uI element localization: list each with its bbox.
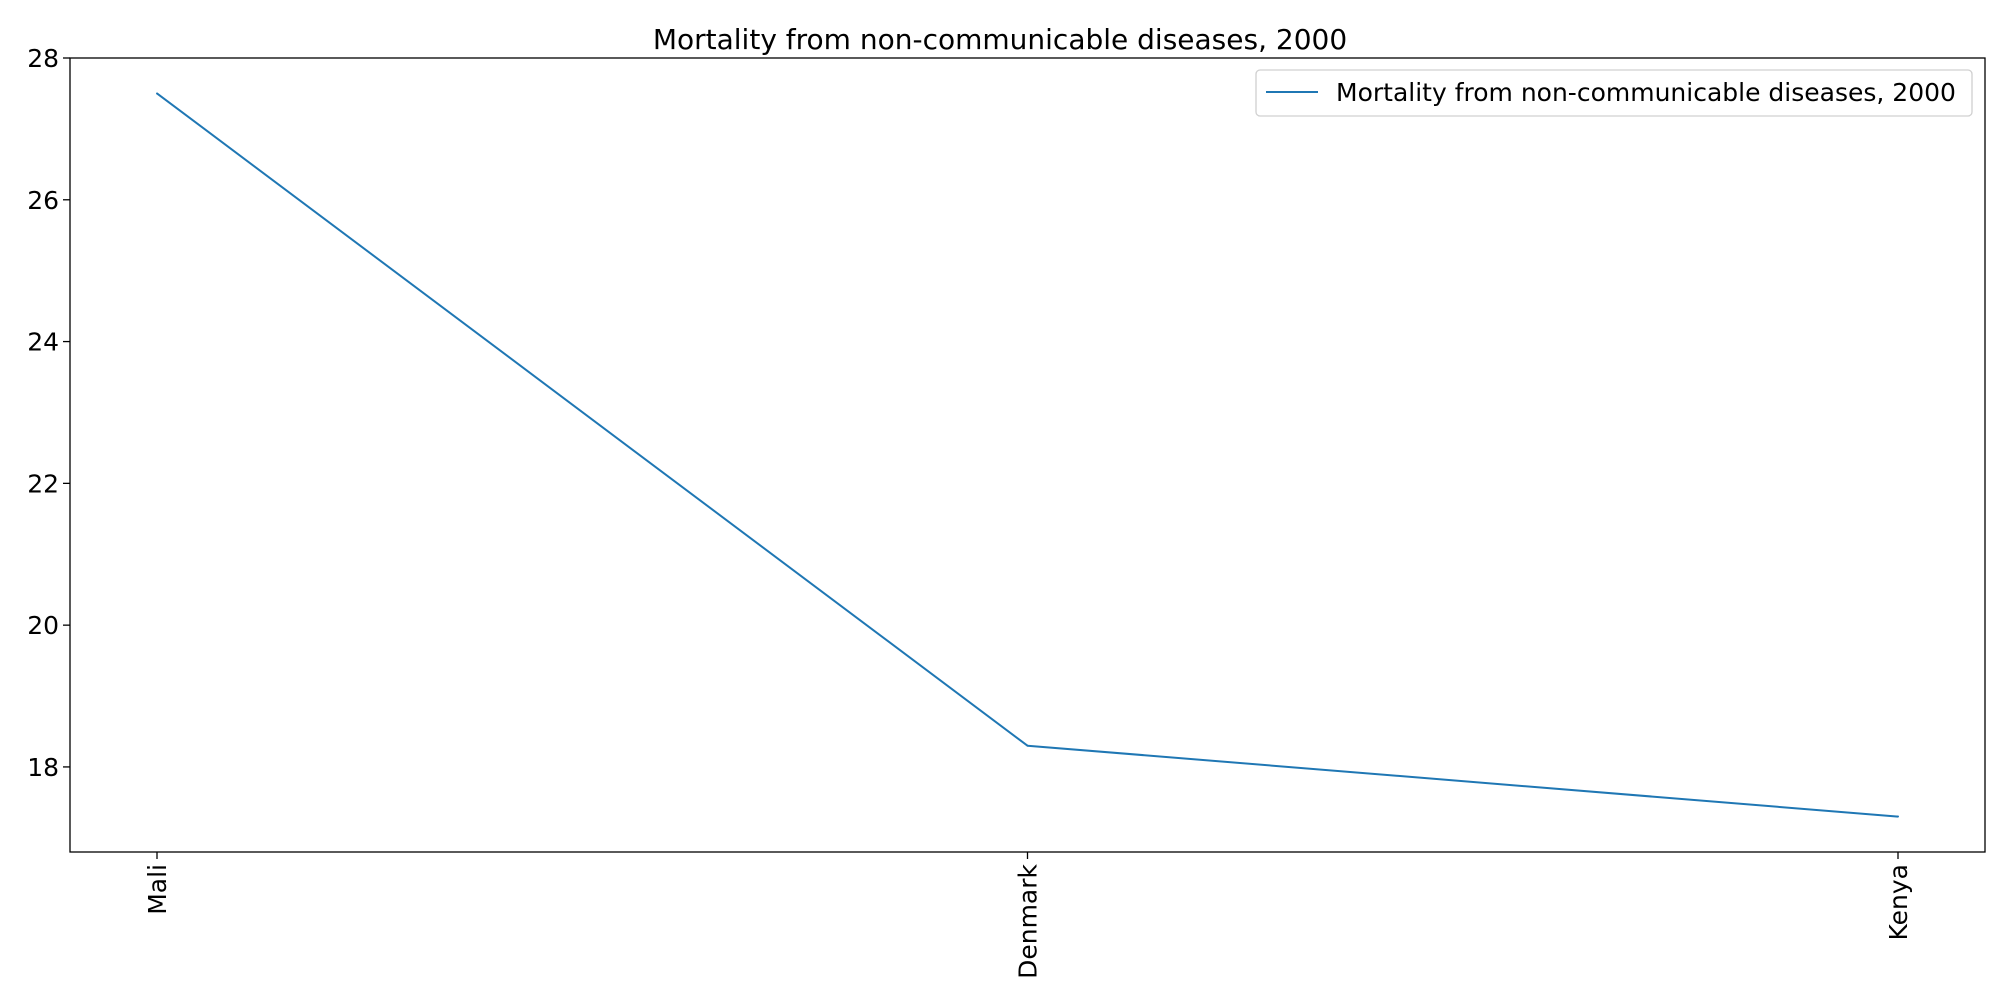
data-point (1897, 815, 1899, 818)
chart-title: Mortality from non-communicable diseases… (653, 23, 1347, 56)
plot-series (156, 92, 1899, 818)
y-axis: 18 20 22 24 26 28 (27, 44, 70, 782)
data-point (1026, 744, 1029, 747)
legend-label: Mortality from non-communicable diseases… (1336, 78, 1956, 107)
plot-frame (69, 57, 1986, 853)
data-point (156, 92, 158, 95)
x-axis: Mali Denmark Kenya (143, 852, 1913, 979)
y-tick-label: 18 (27, 753, 59, 782)
y-tick-label: 20 (27, 611, 59, 640)
y-tick-label: 26 (27, 186, 59, 215)
y-tick-label: 24 (27, 328, 59, 357)
legend-box (1255, 69, 1973, 117)
series-line (156, 92, 1899, 818)
x-tick-label: Mali (143, 864, 172, 915)
x-tick-label: Denmark (1014, 863, 1043, 978)
x-tick-label: Kenya (1884, 864, 1913, 941)
legend: Mortality from non-communicable diseases… (1255, 69, 1973, 117)
y-tick-label: 22 (27, 469, 59, 498)
y-tick-label: 28 (27, 44, 59, 73)
